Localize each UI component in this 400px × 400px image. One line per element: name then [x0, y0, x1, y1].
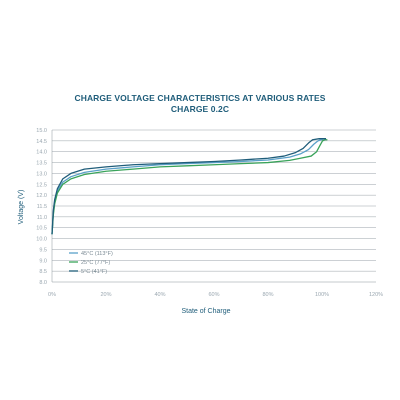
chart-title-block: CHARGE VOLTAGE CHARACTERISTICS AT VARIOU…: [0, 93, 400, 115]
x-tick-label: 0%: [48, 292, 56, 298]
x-tick-label: 40%: [154, 292, 165, 298]
series-line: [51, 139, 324, 235]
chart-title: CHARGE VOLTAGE CHARACTERISTICS AT VARIOU…: [74, 93, 326, 103]
y-tick-label: 11.5: [37, 204, 47, 210]
y-tick-label: 12.0: [36, 193, 47, 199]
y-tick-label: 9.5: [39, 247, 47, 253]
y-tick-label: 8.0: [39, 280, 47, 286]
y-tick-label: 12.5: [36, 182, 47, 188]
y-tick-label: 8.5: [39, 269, 47, 275]
x-tick-label: 100%: [315, 292, 329, 298]
y-tick-labels: 8.0 8.5 9.0 9.5 10.0 10.5 11.0 11.5 12.0 12.5 13.0…: [36, 128, 47, 286]
grid-lines: [51, 129, 376, 283]
legend: 45°C (113°F) 25°C (77°F) 5°C (41°F): [69, 251, 113, 275]
y-tick-label: 15.0: [36, 128, 47, 134]
y-tick-label: 14.0: [36, 150, 47, 156]
y-tick-label: 13.0: [36, 171, 47, 177]
series-line: [51, 139, 328, 235]
x-tick-label: 20%: [100, 292, 111, 298]
legend-label: 45°C (113°F): [81, 251, 113, 257]
y-axis-label: Voltage (V): [18, 190, 25, 225]
y-tick-label: 11.0: [37, 215, 47, 221]
y-tick-label: 13.5: [36, 161, 47, 167]
series-line: [51, 138, 327, 235]
x-axis-label: State of Charge: [181, 308, 230, 315]
chart-subtitle: CHARGE 0.2C: [170, 104, 230, 114]
x-tick-label: 60%: [208, 292, 219, 298]
x-tick-label: 120%: [369, 292, 383, 298]
series-lines: [51, 138, 328, 235]
y-tick-label: 14.5: [36, 139, 47, 145]
x-tick-label: 80%: [262, 292, 273, 298]
legend-label: 5°C (41°F): [81, 269, 107, 275]
y-tick-label: 10.5: [36, 226, 47, 232]
x-tick-labels: 0% 20% 40% 60% 80% 100% 120%: [48, 292, 383, 298]
y-tick-label: 9.0: [39, 258, 47, 264]
legend-label: 25°C (77°F): [81, 260, 110, 266]
y-tick-label: 10.0: [36, 237, 47, 243]
